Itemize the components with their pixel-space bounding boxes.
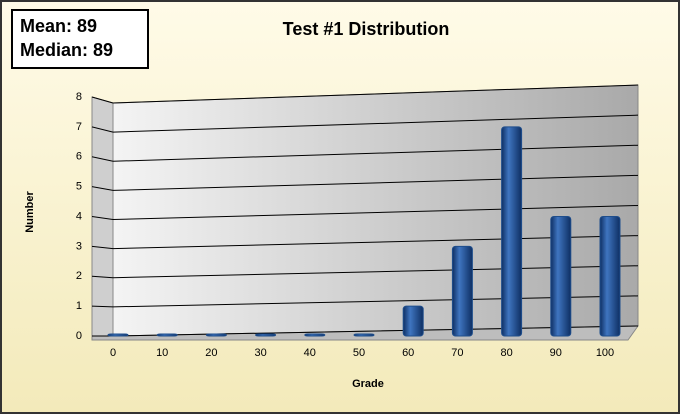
y-tick-label: 2 [76,270,82,282]
x-tick-label: 70 [451,347,463,359]
x-tick-label: 0 [110,347,116,359]
y-tick-label: 3 [76,240,82,252]
bar [107,333,129,337]
bar [451,245,473,337]
x-tick-label: 100 [596,347,614,359]
bar [353,333,375,337]
x-tick-label: 30 [254,347,266,359]
grid-line [91,96,114,104]
grid-line [91,245,114,250]
y-tick-label: 7 [76,121,82,133]
bar [205,333,227,337]
grid-line [112,84,639,104]
y-axis-label: Number [24,191,36,233]
annotation: Mean: 89 [20,16,97,36]
bar [304,333,326,337]
bar [156,333,178,337]
grid-line [112,114,639,133]
grid-line [112,205,639,220]
bar [599,216,621,337]
x-tick-label: 20 [205,347,217,359]
annotation: Median: 89 [20,40,113,60]
grid-line [91,216,114,220]
y-tick-label: 8 [76,91,82,103]
grid-line [112,174,639,191]
grid-line [91,126,114,133]
y-tick-label: 6 [76,151,82,163]
bar [255,333,277,337]
grid-line [112,144,639,162]
x-tick-label: 40 [304,347,316,359]
grid-line [91,305,114,308]
x-axis-label: Grade [352,378,384,390]
chart-title: Test #1 Distribution [283,19,450,39]
bar [501,126,523,337]
x-tick-label: 50 [353,347,365,359]
x-tick-label: 80 [500,347,512,359]
y-tick-label: 5 [76,181,82,193]
x-tick-label: 90 [550,347,562,359]
x-tick-label: 10 [156,347,168,359]
y-tick-label: 4 [76,210,82,222]
stats-box [11,9,149,69]
bar [550,216,572,337]
grid-line [91,275,114,279]
bar [402,305,424,337]
y-tick-label: 0 [76,330,82,342]
x-tick-label: 60 [402,347,414,359]
grid-line [91,156,114,162]
y-tick-label: 1 [76,300,82,312]
grid-line [91,186,114,191]
